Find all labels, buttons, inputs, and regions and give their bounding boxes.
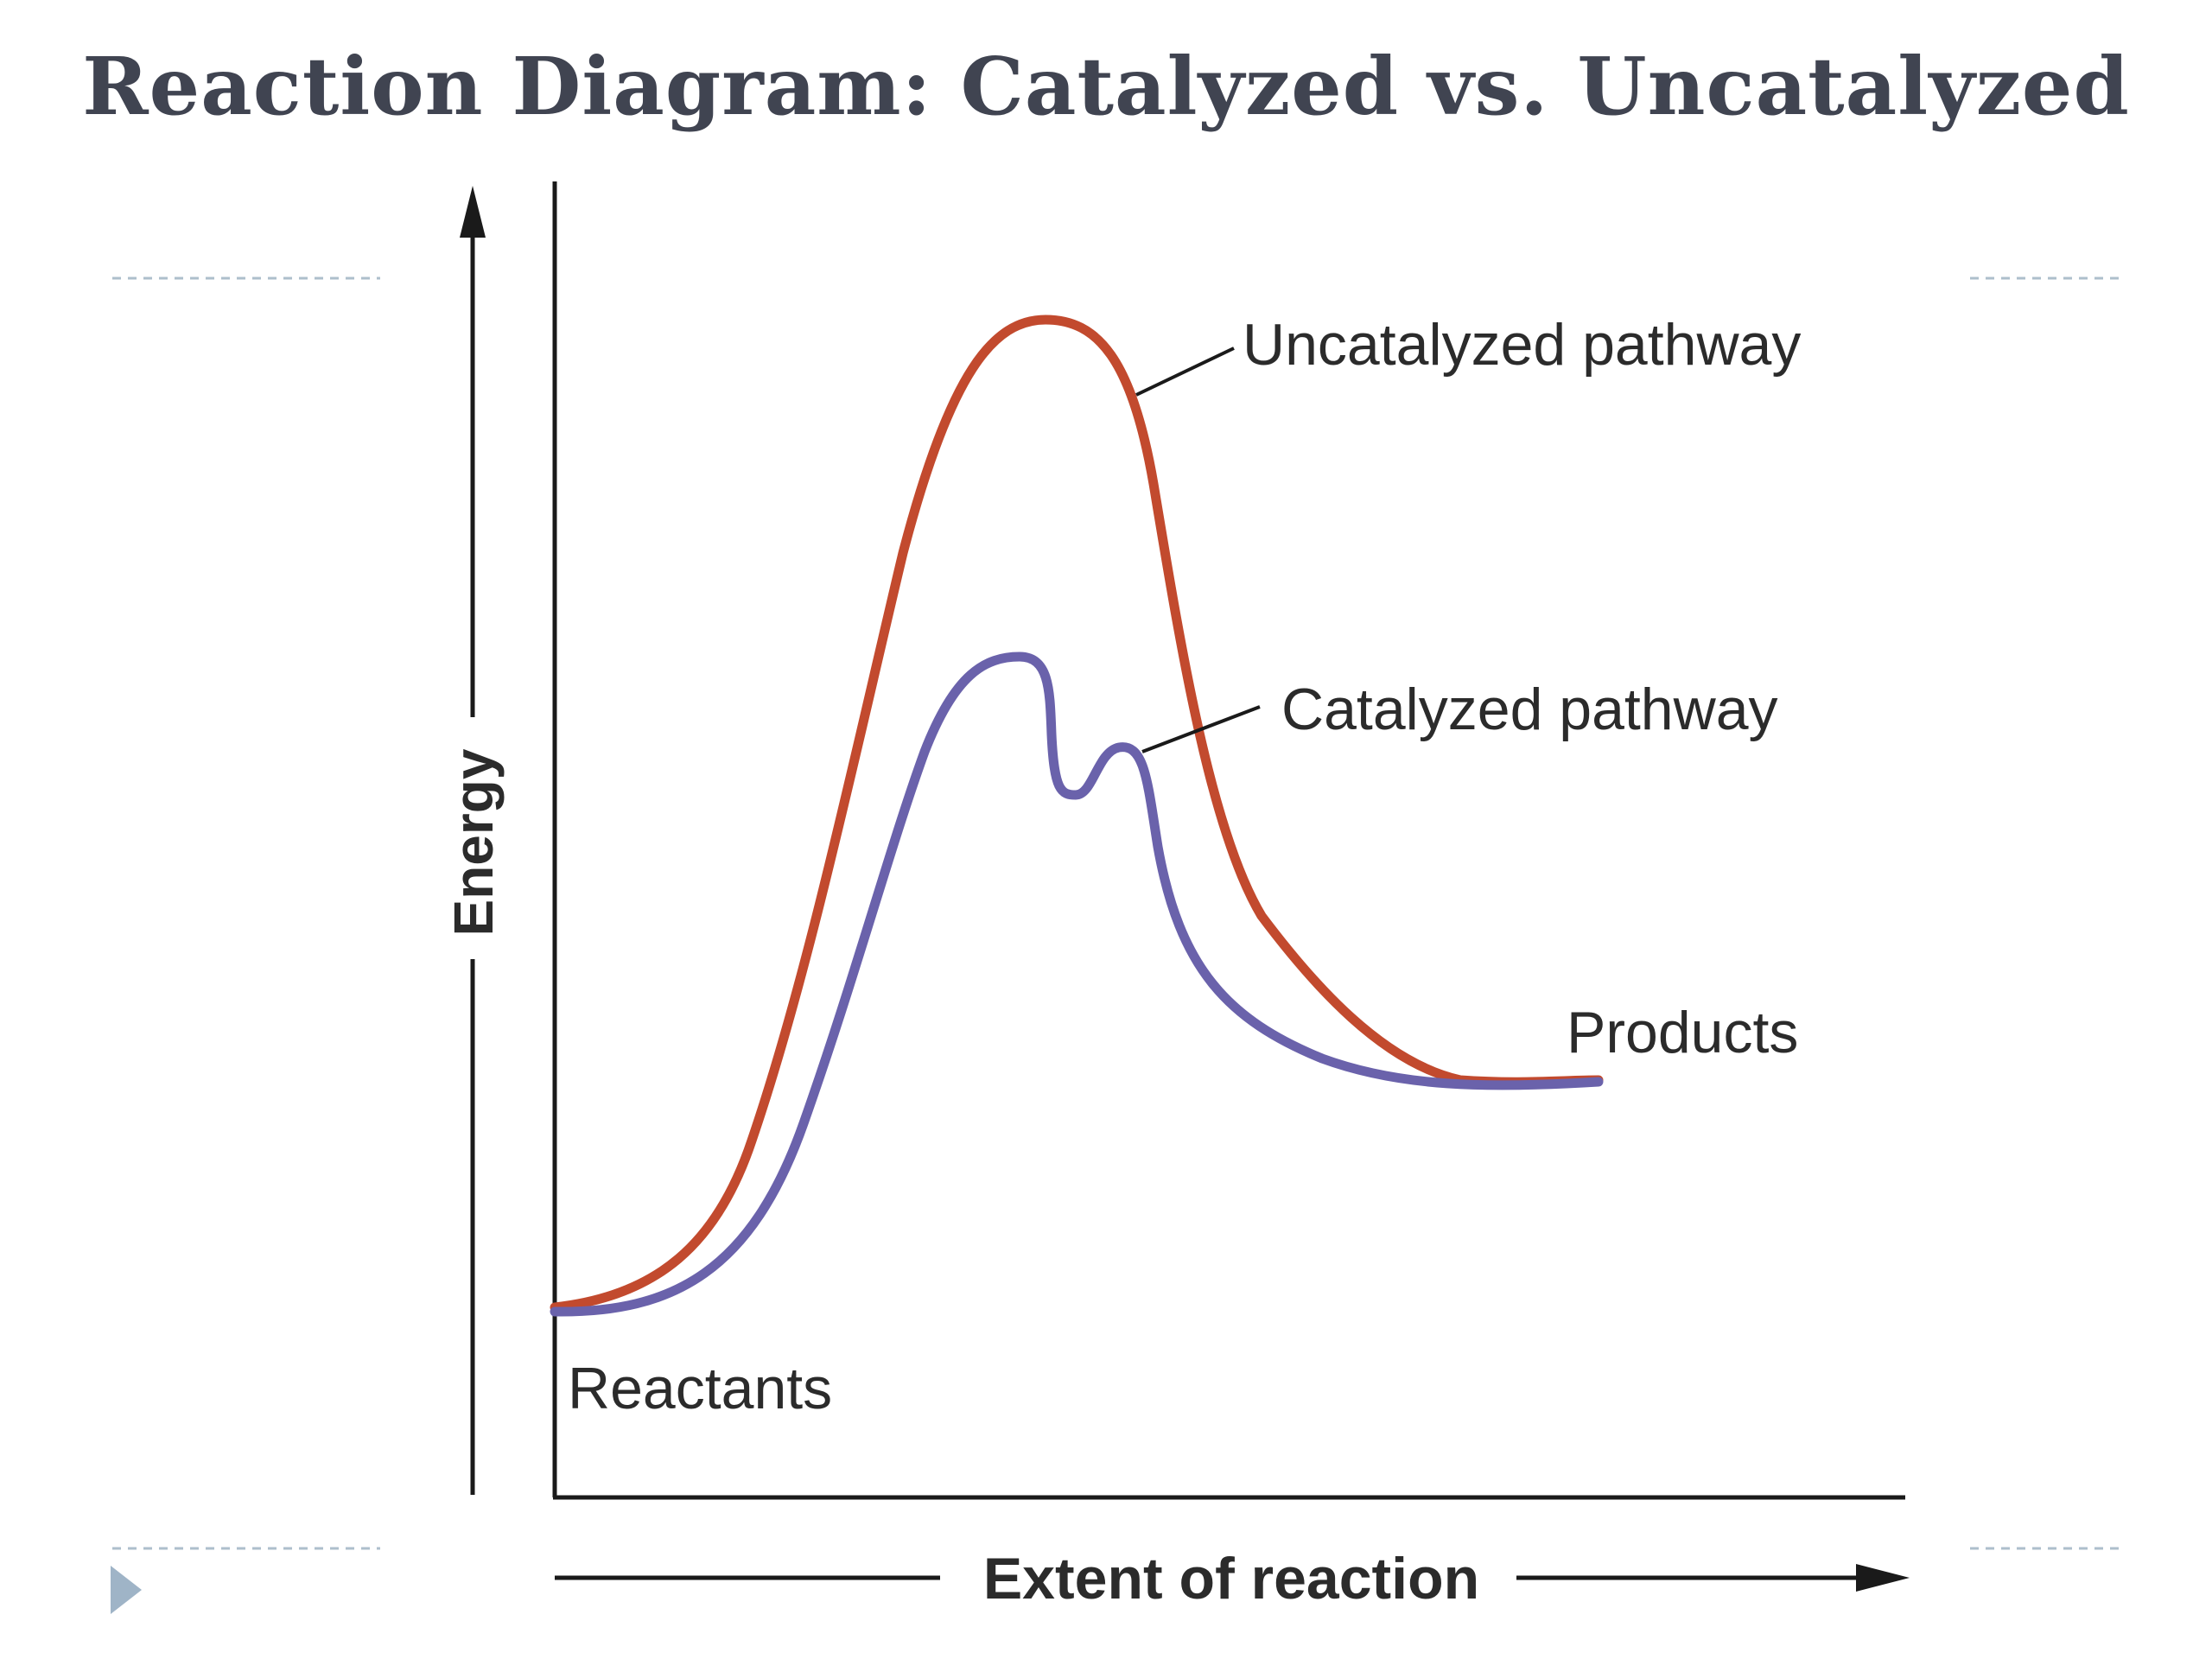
y-axis-label: Energy — [442, 748, 505, 936]
reactants-label: Reactants — [568, 1356, 832, 1421]
uncatalyzed-curve — [550, 315, 1604, 1313]
catalyzed-curve — [550, 652, 1604, 1317]
slide-bullet-icon — [111, 1566, 142, 1614]
uncatalyzed-pathway-label: Uncatalyzed pathway — [1243, 312, 1801, 378]
energy-arrowhead-icon — [460, 186, 486, 238]
slide-title: Reaction Diagram: Catalyzed vs. Uncataly… — [82, 40, 2130, 133]
uncatalyzed-leader-line — [1135, 346, 1235, 397]
extent-arrowhead-icon — [1856, 1564, 1910, 1592]
products-label: Products — [1567, 1000, 1798, 1065]
decorative-rules — [112, 276, 2126, 1550]
plot-axes — [552, 181, 1905, 1500]
catalyzed-leader-line — [1141, 705, 1261, 753]
catalyzed-pathway-label: Catalyzed pathway — [1281, 677, 1778, 742]
x-axis-label: Extent of reaction — [983, 1546, 1479, 1611]
